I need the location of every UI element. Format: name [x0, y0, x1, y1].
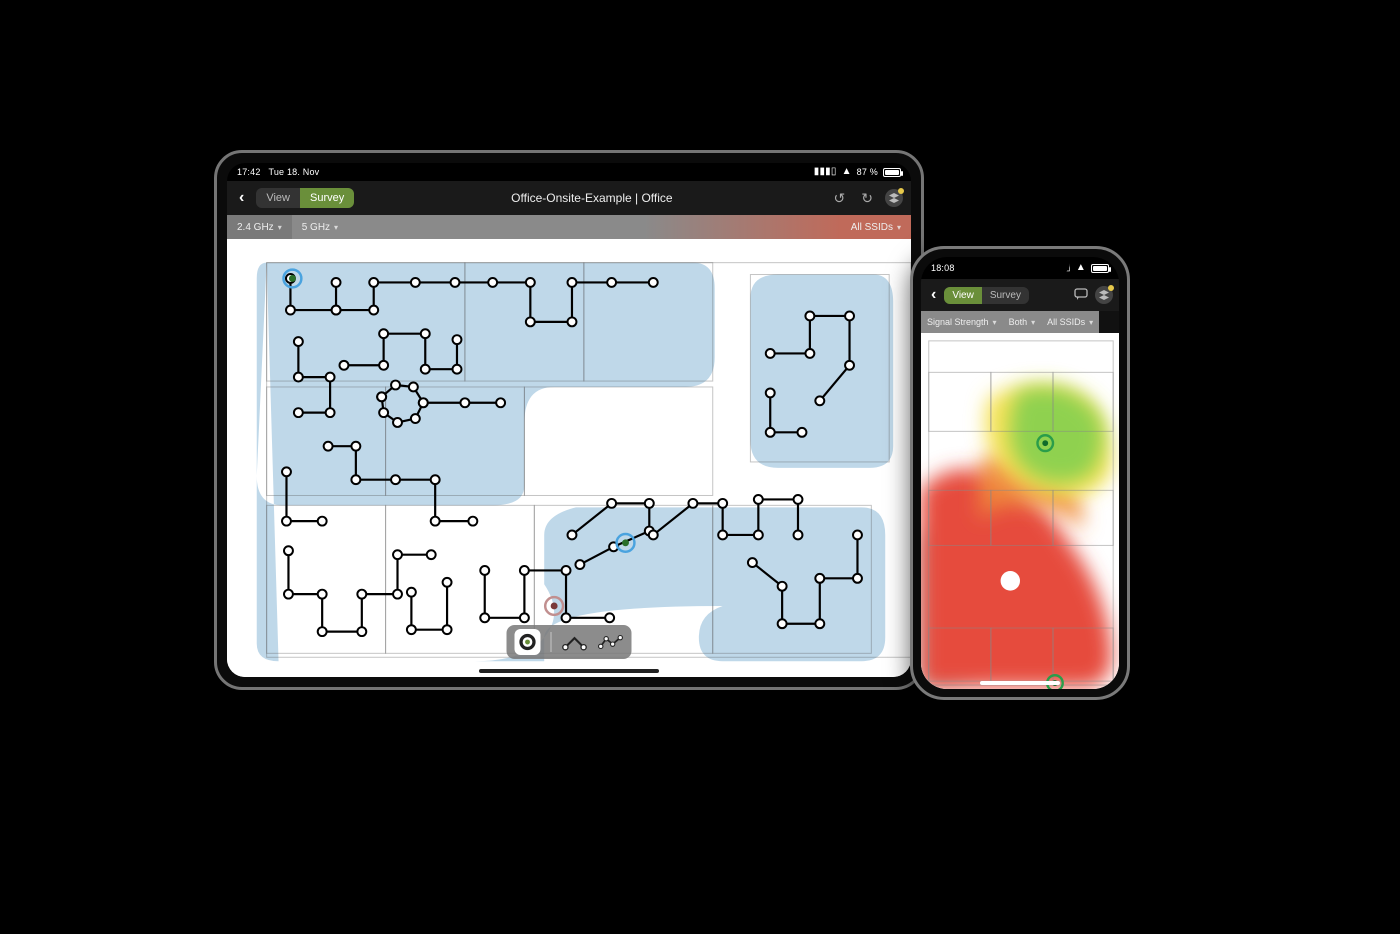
chevron-down-icon: ▾: [1089, 318, 1093, 327]
tablet-filter-bar: 2.4 GHz▾ 5 GHz▾ All SSIDs▾: [227, 215, 911, 239]
filter-ssids[interactable]: All SSIDs▾: [1041, 311, 1099, 333]
phone-notch: [970, 257, 1070, 275]
phone-filter-bar: Signal Strength▾ Both▾ All SSIDs▾: [921, 311, 1119, 333]
tablet-status-bar: 17:42 Tue 18. Nov ▮▮▮▯ ▲ 87 %: [227, 163, 911, 181]
tablet-canvas[interactable]: [227, 239, 911, 677]
status-date: Tue 18. Nov: [268, 167, 319, 177]
chat-button[interactable]: [1071, 287, 1091, 304]
chat-icon: [1074, 287, 1088, 301]
notifications-button[interactable]: [885, 189, 903, 207]
filter-signal-strength[interactable]: Signal Strength▾: [921, 311, 1003, 333]
status-time: 18:08: [931, 263, 955, 273]
filter-5ghz[interactable]: 5 GHz▾: [292, 215, 348, 239]
layers-icon: [1098, 289, 1110, 301]
tablet-app-header: ‹ View Survey Office-Onsite-Example | Of…: [227, 181, 911, 215]
mode-view[interactable]: View: [256, 188, 300, 208]
wifi-icon: ▲: [1076, 263, 1086, 273]
chevron-down-icon: ▾: [993, 318, 997, 327]
phone-canvas[interactable]: [921, 333, 1119, 689]
phone-screen: 18:08 ▮▮▮▯ ▲ ‹ View Survey: [921, 257, 1119, 689]
status-time: 17:42: [237, 167, 261, 177]
signal-icon: ▮▮▮▯: [814, 167, 837, 177]
notifications-button[interactable]: [1095, 286, 1113, 304]
tool-continuous[interactable]: [598, 629, 624, 655]
status-battery-pct: 87 %: [857, 167, 878, 177]
back-button[interactable]: ‹: [235, 189, 248, 207]
mode-toggle[interactable]: View Survey: [944, 287, 1029, 304]
mode-survey[interactable]: Survey: [982, 287, 1029, 304]
tool-autopath[interactable]: [562, 629, 588, 655]
chevron-down-icon: ▾: [278, 223, 282, 232]
back-button[interactable]: ‹: [927, 286, 940, 304]
heatmap[interactable]: [921, 333, 1119, 689]
toolbar-separator: [551, 632, 552, 652]
survey-map[interactable]: [227, 239, 911, 677]
home-indicator[interactable]: [479, 669, 659, 673]
filter-24ghz[interactable]: 2.4 GHz▾: [227, 215, 292, 239]
mode-toggle[interactable]: View Survey: [256, 188, 354, 208]
notification-dot-icon: [898, 188, 904, 194]
phone-app-header: ‹ View Survey: [921, 279, 1119, 311]
wifi-icon: ▲: [842, 167, 852, 177]
project-title: Office-Onsite-Example | Office: [362, 191, 821, 205]
chevron-down-icon: ▾: [1031, 318, 1035, 327]
mode-survey[interactable]: Survey: [300, 188, 354, 208]
filter-ssids[interactable]: All SSIDs▾: [841, 215, 911, 239]
mode-view[interactable]: View: [944, 287, 982, 304]
survey-toolbar: [507, 625, 632, 659]
filter-spacer: [348, 215, 841, 239]
notification-dot-icon: [1108, 285, 1114, 291]
filter-band[interactable]: Both▾: [1003, 311, 1042, 333]
redo-button[interactable]: ↻: [857, 190, 877, 207]
layers-icon: [888, 192, 900, 204]
tablet-device: 17:42 Tue 18. Nov ▮▮▮▯ ▲ 87 % ‹ View Sur…: [214, 150, 924, 690]
battery-icon: [1091, 264, 1109, 273]
tablet-screen: 17:42 Tue 18. Nov ▮▮▮▯ ▲ 87 % ‹ View Sur…: [227, 163, 911, 677]
chevron-down-icon: ▾: [897, 223, 901, 232]
tool-point[interactable]: [515, 629, 541, 655]
undo-button[interactable]: ↺: [830, 190, 850, 207]
chevron-down-icon: ▾: [334, 223, 338, 232]
status-time-date: 17:42 Tue 18. Nov: [237, 167, 319, 177]
phone-device: 18:08 ▮▮▮▯ ▲ ‹ View Survey: [910, 246, 1130, 700]
home-indicator[interactable]: [980, 681, 1060, 685]
battery-icon: [883, 168, 901, 177]
